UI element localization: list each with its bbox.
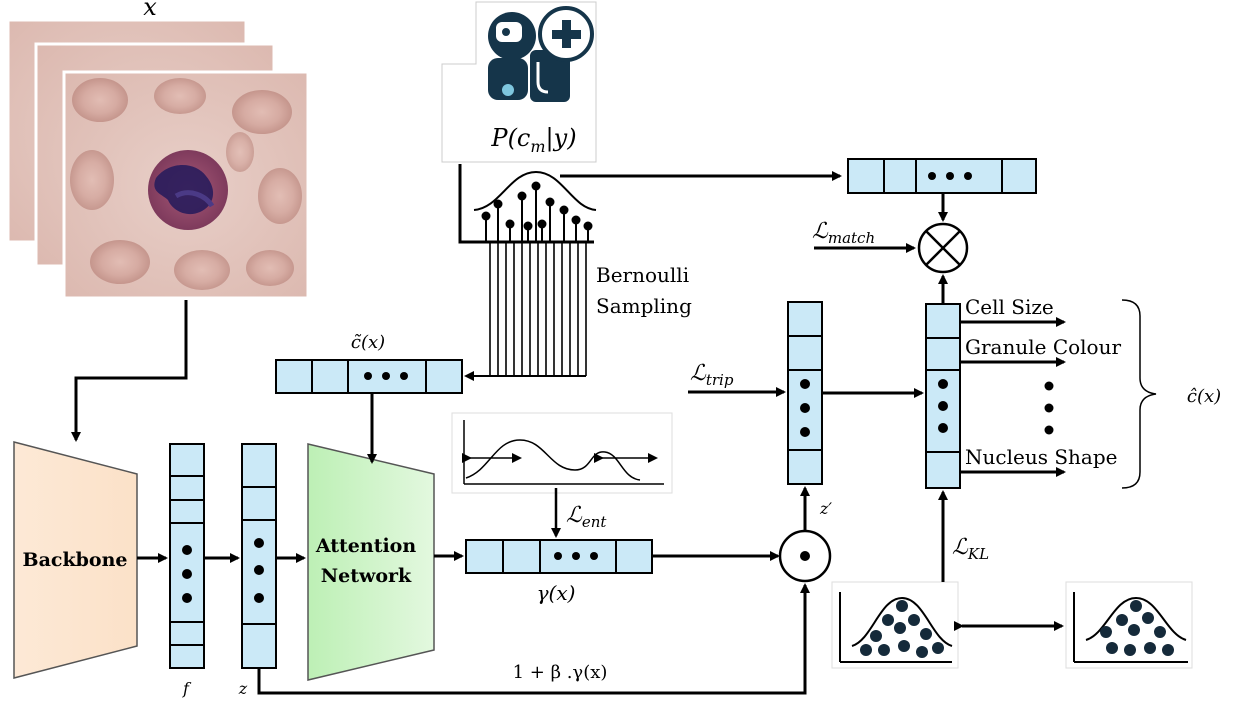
feature-vector-f (169, 443, 205, 669)
concept-ellipsis (1044, 381, 1054, 435)
c-hat-label: ĉ(x) (1187, 386, 1221, 407)
attention-label-line2: Network (321, 565, 412, 587)
backbone-label: Backbone (23, 549, 128, 571)
prior-concept-vector (847, 158, 1037, 194)
c-tilde-label: c̃(x) (351, 332, 385, 353)
triplet-loss-label: ℒtrip (690, 361, 734, 389)
concept-label-cell-size: Cell Size (965, 295, 1054, 319)
f-label: f (182, 679, 192, 698)
bernoulli-label-line1: Bernoulli (596, 263, 689, 287)
hadamard-product-icon (778, 529, 832, 583)
bernoulli-label-line2: Sampling (596, 294, 692, 318)
attention-vector-gamma (465, 539, 653, 574)
target-distribution-plot (1065, 581, 1193, 669)
gamma-label: γ(x) (537, 581, 576, 605)
concept-brace (1121, 299, 1157, 489)
embedding-vector-z (241, 443, 277, 669)
scale-formula-label: 1 + β .γ(x) (513, 662, 608, 683)
outer-product-icon (917, 222, 969, 274)
prior-label: P(cm|y) (490, 124, 576, 156)
image-to-backbone-arrow (71, 300, 188, 442)
concept-label-granule-colour: Granule Colour (965, 335, 1121, 359)
prior-panel: P(cm|y) (441, 1, 597, 163)
match-loss-label: ℒmatch (812, 219, 875, 247)
entropy-plot (451, 412, 673, 494)
bernoulli-sampling-lines (489, 242, 587, 376)
plus-icon (538, 6, 594, 62)
z-label: z (238, 679, 248, 698)
entropy-loss-label: ℒent (566, 503, 607, 531)
attention-network-block: Attention Network (307, 443, 435, 681)
concept-label-nucleus-shape: Nucleus Shape (965, 445, 1117, 469)
backbone-block: Backbone (13, 441, 138, 679)
embedding-vector-z-prime (787, 301, 823, 485)
blood-smear-image (62, 70, 310, 300)
attention-label-line1: Attention (315, 535, 417, 557)
predicted-distribution-plot (831, 581, 959, 669)
input-image-stack (6, 18, 310, 300)
z-skip-connection-arrow (257, 583, 810, 695)
bernoulli-distribution (473, 170, 597, 242)
z-prime-label: z′ (819, 499, 832, 518)
sampled-concept-vector-c-tilde (275, 359, 463, 394)
input-x-label: x (143, 0, 157, 21)
concept-vector-c-hat (925, 303, 961, 489)
doctor-robot-icon (488, 12, 570, 102)
kl-loss-label: ℒKL (952, 535, 989, 563)
